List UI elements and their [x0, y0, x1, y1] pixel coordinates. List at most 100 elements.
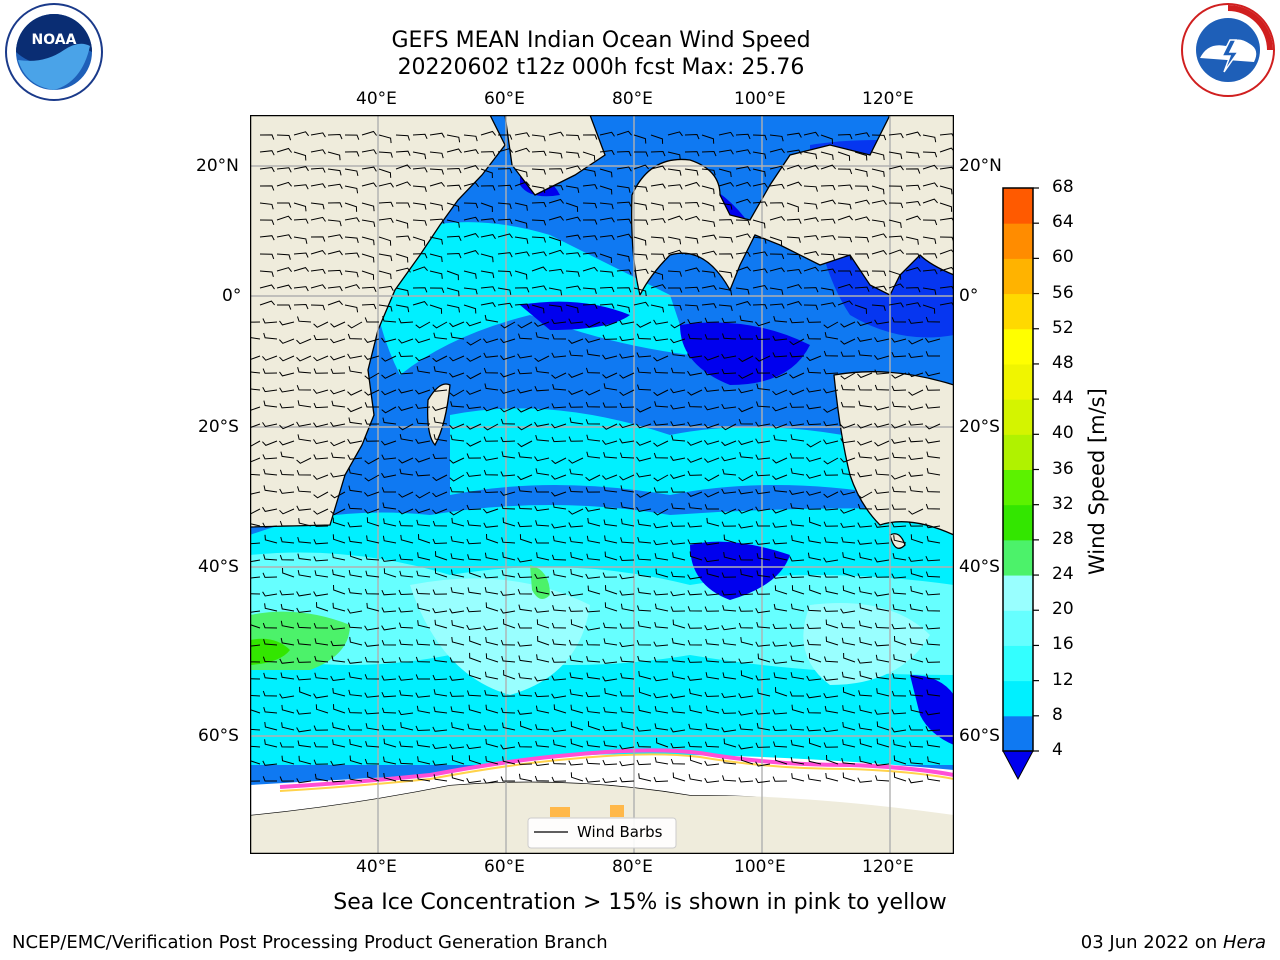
wind-barb [514, 303, 530, 309]
wind-barb [722, 757, 737, 765]
wind-barb [293, 286, 309, 292]
colorbar-band [1003, 539, 1033, 576]
wind-barb [551, 554, 567, 561]
wind-barb [381, 487, 396, 493]
wind-barb [671, 671, 686, 680]
wind-barb [926, 740, 941, 748]
wind-barb [250, 593, 261, 595]
wind-barb [888, 235, 904, 241]
wind-barb [568, 402, 584, 408]
wind-barb [908, 389, 924, 396]
wind-barb [316, 602, 329, 612]
wind-barb [446, 148, 462, 154]
wind-barb [905, 253, 921, 259]
wind-barb [398, 710, 414, 716]
wind-barb [332, 569, 346, 578]
wind-barb [500, 321, 516, 329]
wind-barb [772, 423, 788, 429]
wind-barb [531, 285, 547, 291]
wind-barb [650, 165, 666, 171]
wind-barb [429, 304, 443, 314]
wind-barb [721, 625, 737, 631]
wind-barb [926, 639, 941, 646]
wind-barb [262, 656, 278, 663]
lon-label-top-40e: 40°E [356, 89, 397, 109]
wind-barb [874, 572, 890, 578]
wind-barb [925, 673, 941, 680]
wind-barb [551, 352, 567, 358]
wind-barb [671, 706, 686, 714]
wind-barb [262, 355, 278, 361]
wind-barb [514, 168, 528, 178]
wind-barb [451, 755, 465, 765]
wind-barb [875, 603, 890, 612]
wind-barb [432, 355, 448, 363]
wind-barb [704, 355, 720, 361]
wind-barb [874, 760, 890, 766]
wind-barb [484, 587, 499, 595]
wind-barb [485, 704, 499, 714]
wind-barb [671, 503, 686, 510]
wind-barb [633, 164, 649, 170]
wind-barb [599, 217, 615, 223]
wind-barb [463, 250, 479, 255]
wind-barb [517, 589, 533, 595]
wind-barb [548, 304, 563, 312]
wind-barb [825, 619, 839, 629]
wind-barb [446, 219, 460, 228]
wind-barb [259, 300, 275, 306]
wind-barb [582, 266, 598, 272]
wind-barb [586, 349, 601, 357]
wind-barb [790, 603, 805, 612]
map-legend: Wind Barbs [527, 817, 677, 849]
wind-barb [755, 438, 771, 444]
wind-barb [841, 671, 856, 680]
wind-barb [415, 355, 431, 362]
wind-barb [276, 234, 292, 240]
wind-barb [466, 606, 482, 613]
wind-barb [752, 151, 767, 159]
wind-barb [449, 457, 465, 464]
wind-barb [361, 166, 377, 172]
wind-barb [349, 755, 363, 765]
wind-barb [551, 776, 567, 782]
wind-barb [823, 321, 839, 329]
wind-barb [568, 372, 584, 378]
wind-barb [347, 321, 363, 329]
wind-barb [399, 570, 414, 578]
wind-barb [602, 658, 618, 664]
wind-barb [314, 570, 329, 578]
wind-barb [790, 519, 805, 527]
wind-barb [467, 723, 482, 731]
wind-barb [348, 467, 363, 476]
wind-barb [565, 134, 581, 141]
wind-barb [500, 490, 516, 496]
wind-barb [891, 423, 907, 429]
wind-barb [517, 759, 533, 765]
wind-barb [925, 657, 941, 663]
wind-barb [463, 233, 479, 238]
wind-barb [432, 589, 448, 595]
wind-barb [704, 691, 720, 698]
wind-barb [263, 639, 278, 646]
wind-barb [347, 522, 363, 528]
wind-barb [874, 504, 890, 511]
wind-barb [262, 454, 278, 460]
wind-barb [689, 705, 703, 714]
wind-barb [705, 656, 720, 663]
wind-barb [616, 185, 631, 193]
wind-barb [718, 149, 734, 155]
lat-label-left-0: 0° [222, 286, 242, 306]
wind-barb [854, 236, 870, 243]
wind-barb [619, 438, 635, 444]
wind-barb [738, 388, 754, 394]
nws-logo [1178, 0, 1278, 100]
wind-barb [514, 202, 528, 211]
wind-barb [333, 704, 346, 714]
wind-barb [752, 182, 768, 188]
wind-barb [429, 132, 445, 138]
wind-barb [534, 456, 550, 462]
wind-barb [259, 270, 274, 277]
wind-barb [503, 669, 516, 680]
wind-barb [587, 517, 601, 527]
